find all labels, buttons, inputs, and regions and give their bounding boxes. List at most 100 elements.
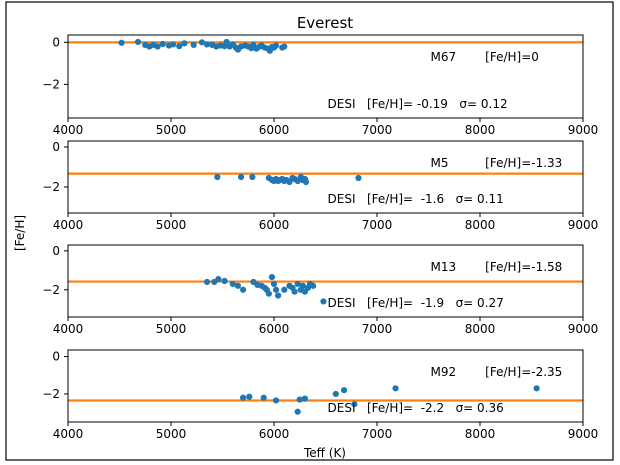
data-point [215, 275, 222, 283]
data-point [223, 38, 230, 46]
cluster-name: M13 [431, 260, 457, 274]
x-tick-label: 8000 [465, 427, 496, 441]
data-point [118, 39, 125, 46]
data-point [240, 394, 247, 401]
desi-stats: DESI [Fe/H]= -0.19 σ= 0.12 [328, 97, 508, 111]
y-axis-label: [Fe/H] [13, 215, 27, 251]
panel-m5: 4000 5000 6000 7000 8000 9000 0 −2 M5 [Fe/H]=-1.3… [42, 140, 598, 232]
data-point [234, 282, 242, 289]
cluster-name: M92 [431, 365, 457, 379]
x-tick-label: 7000 [362, 218, 393, 232]
data-point [355, 174, 362, 182]
x-tick-label: 7000 [362, 427, 393, 441]
data-point [260, 394, 267, 401]
data-point [281, 286, 288, 293]
x-tick-label: 6000 [259, 218, 290, 232]
data-point [237, 173, 245, 181]
x-tick-label: 7000 [362, 322, 393, 336]
x-tick-label: 4000 [53, 218, 84, 232]
y-tick-label: −2 [42, 180, 60, 194]
data-point [181, 40, 188, 47]
data-point [272, 286, 280, 293]
x-tick-label: 9000 [568, 123, 599, 137]
x-tick-label: 6000 [259, 123, 290, 137]
data-point [301, 395, 308, 402]
y-tick-label: 0 [52, 350, 60, 364]
x-tick-label: 6000 [259, 427, 290, 441]
data-point [190, 41, 197, 48]
axes-frame [67, 140, 584, 214]
cluster-reference-feh: [Fe/H]=-2.35 [485, 365, 562, 379]
x-axis-label: Teff (K) [303, 446, 346, 460]
axes-frame [67, 244, 584, 318]
desi-stats: DESI [Fe/H]= -1.9 σ= 0.27 [328, 296, 504, 310]
data-point [134, 38, 142, 46]
data-point [270, 280, 278, 288]
panel-m92: 4000 5000 6000 7000 8000 9000 0 −2 M92 [Fe/H]=-2.… [42, 349, 599, 441]
data-point [299, 282, 306, 289]
y-tick-label: 0 [52, 244, 60, 258]
data-point [203, 278, 211, 286]
data-point [240, 286, 247, 293]
data-point [154, 43, 161, 50]
data-point [281, 43, 288, 50]
cluster-reference-feh: [Fe/H]=-1.33 [485, 156, 562, 170]
data-point [268, 274, 276, 281]
x-tick-label: 4000 [53, 427, 84, 441]
y-tick-label: 0 [52, 140, 60, 154]
data-point [340, 387, 348, 394]
x-tick-label: 9000 [568, 218, 599, 232]
y-tick-label: 0 [52, 35, 60, 49]
data-point [320, 298, 327, 305]
y-tick-label: −2 [42, 283, 60, 297]
data-point [203, 41, 211, 48]
desi-stats: DESI [Fe/H]= -2.2 σ= 0.36 [328, 401, 504, 415]
data-point [229, 280, 236, 288]
data-point [533, 385, 540, 392]
x-tick-label: 6000 [259, 322, 290, 336]
data-point [214, 173, 221, 181]
data-point [265, 290, 272, 297]
x-tick-label: 5000 [156, 218, 187, 232]
data-point [176, 43, 183, 50]
figure-title: Everest [297, 14, 353, 32]
cluster-reference-feh: [Fe/H]=0 [485, 50, 539, 64]
cluster-reference-feh: [Fe/H]=-1.58 [485, 260, 562, 274]
x-tick-label: 8000 [465, 218, 496, 232]
cluster-name: M67 [431, 50, 457, 64]
data-point [159, 40, 166, 48]
data-point [221, 277, 228, 285]
panel-m67: 4000 5000 6000 7000 8000 9000 0 −2 M67 [Fe/H]=0 DE… [42, 34, 599, 137]
data-point [272, 42, 280, 49]
x-tick-label: 5000 [156, 322, 187, 336]
data-point [272, 397, 280, 404]
panel-m13: 4000 5000 6000 7000 8000 9000 0 −2 M13 [Fe/H]=-1.… [42, 244, 598, 336]
data-point [351, 401, 358, 408]
data-point [169, 41, 177, 48]
axes-frame [67, 34, 584, 119]
data-point [249, 173, 256, 181]
y-tick-label: −2 [42, 387, 60, 401]
data-point [302, 178, 310, 186]
data-point [294, 408, 301, 415]
cluster-name: M5 [431, 156, 449, 170]
x-tick-label: 7000 [362, 123, 393, 137]
x-tick-label: 5000 [156, 427, 187, 441]
data-point [294, 280, 301, 288]
desi-stats: DESI [Fe/H]= -1.6 σ= 0.11 [328, 192, 504, 206]
x-tick-label: 4000 [53, 123, 84, 137]
data-point [332, 390, 339, 398]
x-tick-label: 5000 [156, 123, 187, 137]
data-point [291, 288, 298, 295]
x-tick-label: 9000 [568, 322, 599, 336]
x-tick-label: 8000 [465, 322, 496, 336]
axes-frame [67, 349, 584, 423]
x-tick-label: 9000 [568, 427, 599, 441]
x-tick-label: 8000 [465, 123, 496, 137]
data-point [296, 396, 303, 403]
data-point [310, 282, 317, 289]
data-point [246, 393, 253, 400]
data-point [275, 292, 282, 299]
data-point [392, 385, 399, 392]
